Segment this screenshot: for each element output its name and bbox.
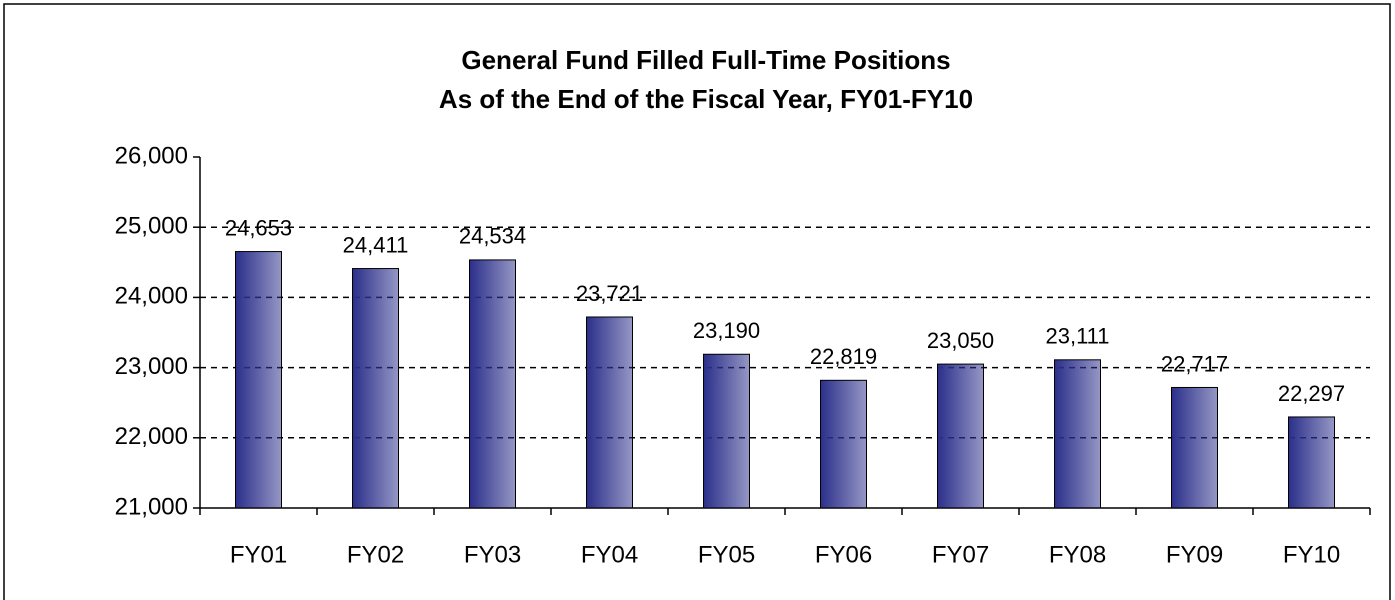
data-label: 23,050: [927, 328, 994, 353]
data-label: 24,411: [343, 232, 409, 257]
data-label: 22,819: [810, 344, 877, 369]
x-tick-label: FY01: [230, 541, 287, 568]
bar: [586, 316, 633, 509]
y-tick-label: 25,000: [115, 213, 188, 240]
x-tick-label: FY06: [815, 541, 872, 568]
x-tick-label: FY07: [932, 541, 989, 568]
x-tick-label: FY10: [1283, 541, 1340, 568]
x-tick-label: FY09: [1166, 541, 1223, 568]
data-label: 23,190: [693, 318, 760, 343]
bar: [1288, 416, 1335, 509]
x-tick-label: FY08: [1049, 541, 1106, 568]
x-tick-label: FY05: [698, 541, 755, 568]
x-tick-label: FY04: [581, 541, 638, 568]
chart-title: General Fund Filled Full-Time Positions: [461, 45, 950, 75]
bar: [1171, 386, 1218, 509]
y-tick-label: 23,000: [115, 353, 188, 380]
data-label: 24,534: [459, 224, 526, 249]
data-label: 22,297: [1278, 381, 1345, 406]
chart-border: [3, 3, 1391, 600]
y-tick-label: 22,000: [115, 423, 188, 450]
data-label: 23,111: [1045, 324, 1109, 349]
data-label: 24,653: [225, 215, 292, 240]
chart-subtitle: As of the End of the Fiscal Year, FY01-F…: [439, 84, 973, 114]
x-tick-label: FY02: [347, 541, 404, 568]
data-label: 22,717: [1161, 351, 1228, 376]
bar: [937, 363, 984, 509]
bar: [352, 268, 399, 509]
bar: [469, 259, 516, 509]
bar: [703, 353, 750, 509]
y-tick-label: 21,000: [115, 493, 188, 520]
bar: [820, 379, 867, 509]
y-tick-label: 26,000: [115, 142, 188, 169]
y-tick-label: 24,000: [115, 283, 188, 310]
bar: [1054, 359, 1101, 509]
data-label: 23,721: [576, 281, 643, 306]
bar: [235, 251, 282, 509]
x-tick-label: FY03: [464, 541, 521, 568]
